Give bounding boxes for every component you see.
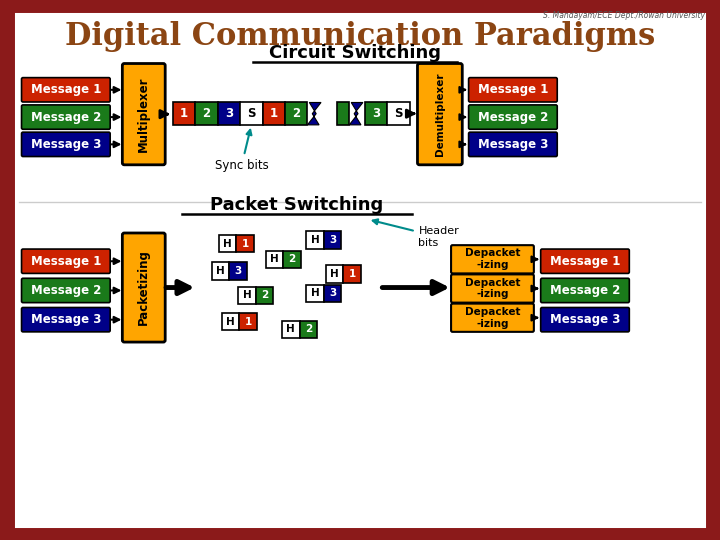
Text: Demultiplexer: Demultiplexer	[435, 72, 445, 156]
Text: 2: 2	[292, 107, 300, 120]
Bar	[324, 231, 341, 248]
FancyBboxPatch shape	[541, 249, 629, 273]
Text: H: H	[311, 288, 320, 299]
Bar	[300, 321, 317, 338]
Text: 3: 3	[372, 107, 380, 120]
Bar	[307, 231, 324, 248]
FancyBboxPatch shape	[541, 307, 629, 332]
Text: Message 1: Message 1	[31, 83, 101, 96]
Bar	[236, 235, 254, 253]
Text: 2: 2	[305, 325, 312, 334]
FancyBboxPatch shape	[22, 105, 110, 129]
Text: S. Mandayam/ECE Dept./Rowan University: S. Mandayam/ECE Dept./Rowan University	[543, 11, 705, 20]
Text: Depacket
-izing: Depacket -izing	[464, 307, 521, 328]
Bar	[263, 103, 285, 125]
Text: 3: 3	[329, 288, 336, 299]
Text: 1: 1	[270, 107, 278, 120]
Text: Packetizing: Packetizing	[138, 249, 150, 326]
FancyBboxPatch shape	[22, 249, 110, 273]
Text: 2: 2	[288, 254, 295, 264]
FancyBboxPatch shape	[122, 233, 165, 342]
FancyBboxPatch shape	[22, 278, 110, 302]
Bar	[212, 262, 230, 280]
Bar	[217, 103, 240, 125]
Bar	[285, 103, 307, 125]
Text: Digital Communication Paradigms: Digital Communication Paradigms	[65, 21, 655, 52]
Text: Multiplexer: Multiplexer	[138, 76, 150, 152]
Text: Message 3: Message 3	[550, 313, 620, 326]
Text: H: H	[287, 325, 295, 334]
FancyBboxPatch shape	[418, 64, 462, 165]
Text: Message 1: Message 1	[31, 255, 101, 268]
Text: Message 2: Message 2	[550, 284, 620, 297]
Polygon shape	[349, 103, 363, 125]
Bar	[238, 287, 256, 304]
FancyBboxPatch shape	[451, 303, 534, 332]
FancyBboxPatch shape	[122, 64, 165, 165]
Text: Message 3: Message 3	[31, 313, 101, 326]
Text: Message 2: Message 2	[31, 111, 101, 124]
Bar	[219, 235, 236, 253]
Text: H: H	[270, 254, 279, 264]
Text: H: H	[311, 235, 320, 245]
Bar	[173, 103, 195, 125]
Bar	[256, 287, 274, 304]
Bar	[230, 262, 247, 280]
FancyBboxPatch shape	[469, 132, 557, 157]
Bar	[239, 313, 257, 330]
Bar	[195, 103, 217, 125]
FancyBboxPatch shape	[22, 132, 110, 157]
Bar	[222, 313, 239, 330]
Text: H: H	[243, 291, 251, 300]
Bar	[365, 103, 387, 125]
FancyBboxPatch shape	[469, 105, 557, 129]
Text: H: H	[330, 269, 339, 279]
Bar	[283, 251, 300, 268]
Text: Depacket
-izing: Depacket -izing	[464, 248, 521, 270]
Text: Message 2: Message 2	[31, 284, 101, 297]
Bar	[307, 285, 324, 302]
Text: Packet Switching: Packet Switching	[210, 195, 383, 213]
Bar	[337, 103, 349, 125]
Text: Message 1: Message 1	[550, 255, 620, 268]
Text: 1: 1	[348, 269, 356, 279]
Text: Depacket
-izing: Depacket -izing	[464, 278, 521, 299]
Text: Message 3: Message 3	[31, 138, 101, 151]
FancyBboxPatch shape	[12, 9, 708, 531]
Text: Circuit Switching: Circuit Switching	[269, 44, 441, 62]
Text: H: H	[216, 266, 225, 276]
Text: 1: 1	[244, 316, 251, 327]
Text: 2: 2	[261, 291, 268, 300]
Text: 3: 3	[225, 107, 233, 120]
FancyBboxPatch shape	[22, 307, 110, 332]
Text: S: S	[247, 107, 256, 120]
Text: H: H	[226, 316, 235, 327]
FancyBboxPatch shape	[22, 78, 110, 102]
Text: H: H	[223, 239, 232, 249]
Text: Message 2: Message 2	[478, 111, 548, 124]
Text: 2: 2	[202, 107, 211, 120]
Bar	[343, 265, 361, 282]
Text: Header
bits: Header bits	[373, 219, 459, 248]
Bar	[266, 251, 283, 268]
Text: 3: 3	[235, 266, 242, 276]
Text: Sync bits: Sync bits	[215, 130, 269, 172]
Bar	[282, 321, 300, 338]
Text: 1: 1	[180, 107, 188, 120]
FancyBboxPatch shape	[541, 278, 629, 302]
Text: Message 1: Message 1	[478, 83, 548, 96]
Text: 3: 3	[329, 235, 336, 245]
Bar	[240, 103, 263, 125]
Text: Message 3: Message 3	[478, 138, 548, 151]
Polygon shape	[307, 103, 321, 125]
Bar	[324, 285, 341, 302]
FancyBboxPatch shape	[469, 78, 557, 102]
FancyBboxPatch shape	[451, 245, 534, 273]
Bar	[326, 265, 343, 282]
Text: S: S	[395, 107, 402, 120]
FancyBboxPatch shape	[451, 274, 534, 302]
Bar	[387, 103, 410, 125]
Text: 1: 1	[241, 239, 248, 249]
